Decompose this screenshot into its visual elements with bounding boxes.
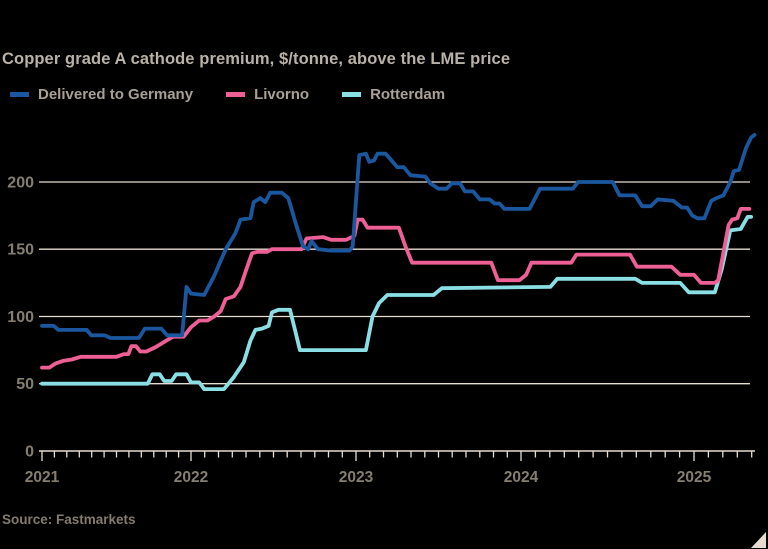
y-axis-labels: 0 50 100 150 200 bbox=[7, 175, 34, 461]
x-axis bbox=[39, 450, 755, 461]
gridlines bbox=[39, 181, 750, 385]
legend-label-rotterdam: Rotterdam bbox=[370, 86, 446, 103]
legend-label-livorno: Livorno bbox=[254, 86, 310, 103]
x-axis-labels: 2021 2022 2023 2024 2025 bbox=[25, 469, 712, 486]
legend-item-delivered-to-germany: Delivered to Germany bbox=[10, 86, 193, 103]
y-tick-label: 150 bbox=[7, 242, 34, 259]
x-tick-label: 2025 bbox=[677, 469, 712, 486]
legend-label-delivered-to-germany: Delivered to Germany bbox=[38, 86, 194, 103]
x-tick-label: 2024 bbox=[504, 469, 539, 486]
source-note: Source: Fastmarkets bbox=[2, 512, 136, 527]
x-tick-label: 2022 bbox=[174, 469, 208, 486]
y-tick-label: 200 bbox=[7, 175, 34, 192]
chart-title: Copper grade A cathode premium, $/tonne,… bbox=[2, 50, 511, 68]
y-tick-label: 50 bbox=[16, 376, 34, 393]
series-line-rotterdam bbox=[40, 214, 753, 392]
x-tick-label: 2021 bbox=[25, 469, 60, 486]
corner-fold-icon bbox=[751, 532, 766, 548]
x-tick-label: 2023 bbox=[339, 469, 374, 486]
legend: Delivered to Germany Livorno Rotterdam bbox=[10, 86, 445, 103]
series-line-delivered-to-germany bbox=[40, 132, 757, 340]
legend-item-livorno: Livorno bbox=[226, 86, 309, 103]
legend-swatch-livorno bbox=[226, 92, 246, 97]
y-tick-label: 0 bbox=[25, 444, 34, 461]
y-tick-label: 100 bbox=[7, 309, 34, 326]
legend-swatch-rotterdam bbox=[342, 92, 362, 97]
legend-swatch-delivered-to-germany bbox=[10, 92, 29, 97]
series-line-livorno bbox=[40, 206, 752, 370]
legend-item-rotterdam: Rotterdam bbox=[342, 86, 445, 103]
